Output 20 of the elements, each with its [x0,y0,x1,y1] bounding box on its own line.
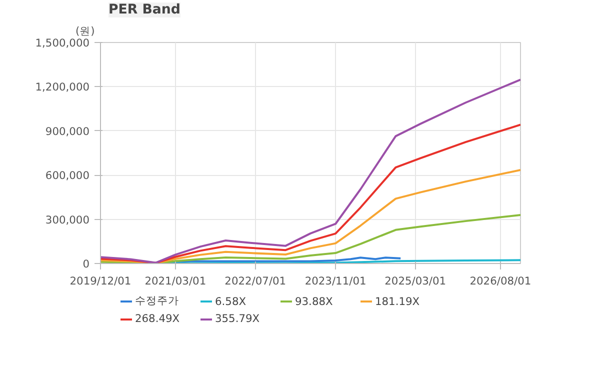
legend-label: 수정주가 [135,294,180,308]
legend-label: 93.88X [295,294,334,308]
y-tick-label: 600,000 [45,169,90,182]
legend-label: 355.79X [215,312,261,325]
x-tick-label: 2026/08/01 [470,274,532,288]
legend-label: 6.58X [215,294,248,308]
y-tick-label: 0 [82,258,90,270]
x-tick-label: 2023/11/01 [304,274,366,288]
x-tick-label: 2019/12/01 [70,274,132,288]
y-tick-label: 1,200,000 [35,80,90,94]
legend-label: 181.19X [375,294,421,308]
y-tick-label: 1,500,000 [35,36,90,50]
x-tick-label: 2025/03/01 [384,274,446,288]
x-tick-label: 2021/03/01 [144,274,206,288]
chart-title: PER Band [108,2,180,18]
y-tick-label: 900,000 [45,124,90,138]
y-axis-title: (원) [76,24,95,38]
x-tick-label: 2022/07/01 [224,274,286,288]
legend-label: 268.49X [135,312,181,325]
y-tick-label: 300,000 [45,213,90,226]
